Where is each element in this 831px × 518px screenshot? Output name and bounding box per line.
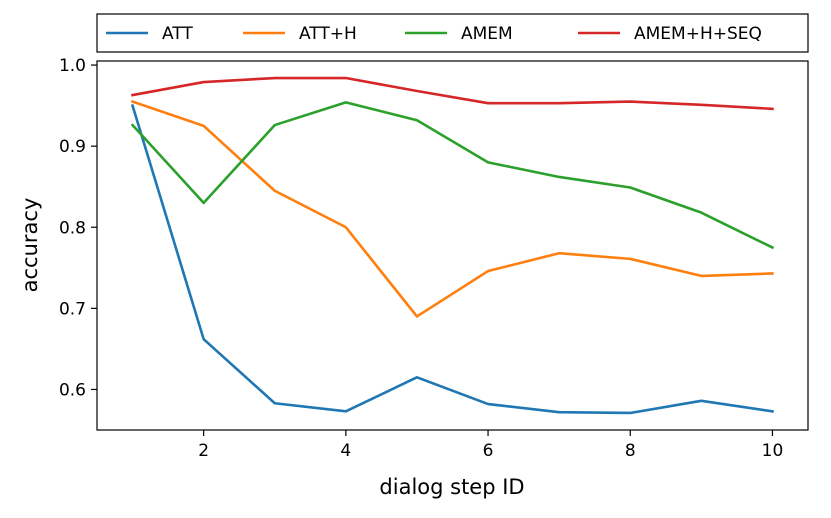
series-line-amem-plus-h-plus-seq	[131, 76, 774, 111]
y-axis: 0.6 0.7 0.8 0.9 1.0	[59, 56, 97, 400]
x-tick-label: 6	[483, 441, 494, 461]
legend-entry-label: ATT	[162, 24, 193, 44]
legend-entry-label: ATT+H	[299, 24, 357, 44]
series-line-att	[130, 103, 774, 415]
y-axis-label: accuracy	[18, 198, 42, 293]
x-tick-label: 4	[340, 441, 351, 461]
series-line-amem	[130, 101, 775, 250]
series-line-att-plus-h	[130, 99, 774, 318]
y-tick-label: 1.0	[59, 56, 86, 76]
x-tick-label: 8	[625, 441, 636, 461]
x-axis: 2 4 6 8 10	[198, 430, 783, 461]
series-layer	[130, 76, 775, 415]
legend-frame	[96, 13, 809, 53]
y-tick-label: 0.7	[59, 299, 86, 319]
x-tick-label: 10	[762, 441, 784, 461]
plot-frame	[96, 60, 809, 431]
y-tick-label: 0.6	[59, 380, 86, 400]
y-tick-label: 0.9	[59, 137, 86, 157]
x-tick-label: 2	[198, 441, 209, 461]
legend-entry-label: AMEM+H+SEQ	[634, 24, 762, 44]
legend: ATT ATT+H AMEM AMEM+H+SEQ	[96, 13, 809, 53]
legend-entry-label: AMEM	[461, 24, 513, 44]
x-axis-label: dialog step ID	[379, 475, 524, 499]
y-tick-label: 0.8	[59, 218, 86, 238]
